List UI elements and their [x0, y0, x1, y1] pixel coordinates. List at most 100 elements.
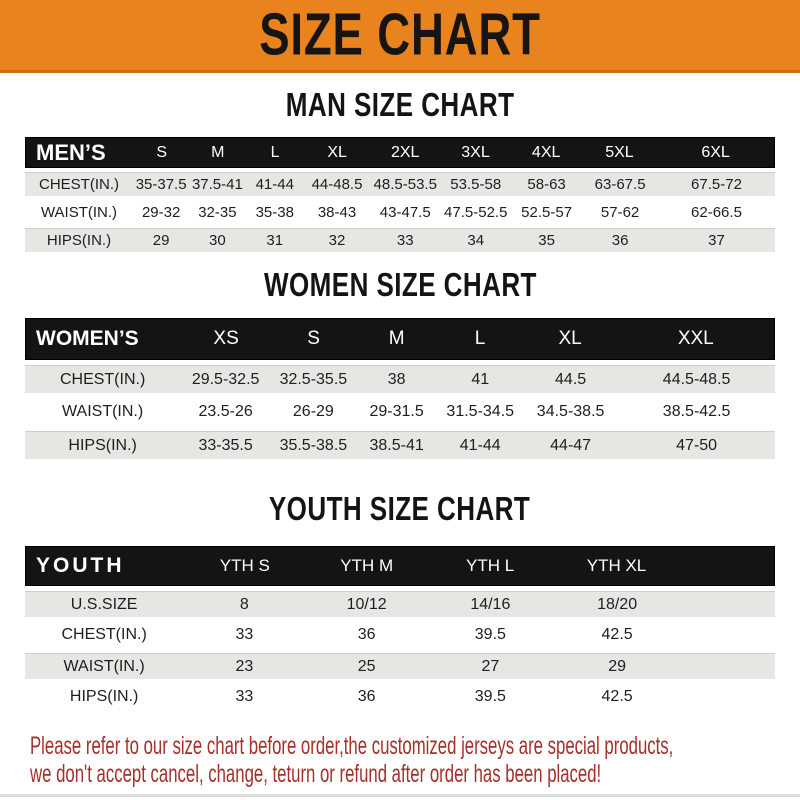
value-cell: 36: [357, 688, 376, 705]
row-label-cell: WAIST(IN.): [62, 403, 144, 420]
value-cell: 39.5: [474, 626, 506, 643]
women-size-xl: XL: [558, 328, 582, 349]
row-label-cell: HIPS(IN.): [68, 436, 137, 454]
men-waist-row: WAIST(IN.) 29-32 32-35 35-38 38-43 43-47…: [25, 200, 775, 224]
men-size-xl: XL: [327, 143, 347, 161]
youth-header-label: YOUTH: [36, 554, 125, 577]
youth-hips-row: HIPS(IN.) 33 36 39.5 42.5: [25, 684, 775, 710]
men-size-3xl: 3XL: [461, 143, 490, 161]
women-size-xxl: XXL: [677, 328, 714, 349]
value-cell: 29.5-32.5: [191, 370, 260, 388]
value-cell: 44.5-48.5: [662, 370, 731, 388]
value-cell: 32-35: [198, 203, 237, 221]
value-cell: 32: [328, 232, 346, 249]
men-header-label: MEN’S: [36, 139, 106, 165]
value-cell: 38.5-42.5: [662, 403, 731, 420]
row-label-cell: WAIST(IN.): [40, 203, 118, 221]
value-cell: 58-63: [527, 176, 566, 193]
value-cell: 35-38: [255, 203, 294, 221]
value-cell: 53.5-58: [450, 176, 502, 193]
value-cell: 29: [152, 232, 170, 249]
value-cell: 47.5-52.5: [444, 203, 508, 221]
value-cell: 38-43: [317, 203, 357, 221]
women-section-heading: WOMEN SIZE CHART: [0, 265, 800, 304]
value-cell: 63-67.5: [594, 176, 646, 193]
page-title: SIZE CHART: [259, 1, 541, 68]
value-cell: 35: [538, 232, 555, 249]
value-cell: 34: [467, 232, 485, 249]
men-hips-row: HIPS(IN.) 29 30 31 32 33 34 35 36 37: [25, 228, 775, 252]
value-cell: 43-47.5: [379, 203, 431, 221]
value-cell: 42.5: [601, 688, 633, 705]
value-cell: 38: [387, 370, 406, 388]
disclaimer-line-1: Please refer to our size chart before or…: [30, 732, 674, 760]
value-cell: 29-32: [141, 203, 181, 221]
row-label-cell: CHEST(IN.): [61, 626, 147, 643]
value-cell: 62-66.5: [691, 203, 742, 221]
value-cell: 31: [266, 232, 284, 249]
value-cell: 37.5-41: [191, 176, 243, 193]
value-cell: 41-44: [459, 436, 501, 454]
youth-ussize-row: U.S.SIZE 8 10/12 14/16 18/20: [25, 591, 775, 617]
value-cell: 32.5-35.5: [279, 370, 348, 388]
youth-chest-row: CHEST(IN.) 33 36 39.5 42.5: [25, 622, 775, 648]
row-label-cell: CHEST(IN.): [39, 176, 119, 193]
women-size-l: L: [474, 328, 486, 349]
value-cell: 41: [471, 370, 490, 388]
women-size-table: WOMEN’S XS S M L XL XXL CHEST(IN.) 29.5-…: [25, 318, 775, 459]
value-cell: 42.5: [601, 626, 633, 643]
men-heading-text: MAN SIZE CHART: [285, 85, 515, 124]
youth-waist-row: WAIST(IN.) 23 25 27 29: [25, 653, 775, 679]
value-cell: 67.5-72: [691, 176, 742, 193]
value-cell: 30: [209, 232, 226, 249]
value-cell: 29: [608, 657, 626, 675]
value-cell: 33: [396, 232, 414, 249]
value-cell: 8: [239, 595, 249, 613]
disclaimer-line-2: we don't accept cancel, change, teturn o…: [30, 760, 602, 788]
women-size-xs: XS: [213, 328, 239, 349]
value-cell: 41-44: [255, 176, 294, 193]
value-cell: 57-62: [600, 203, 640, 221]
value-cell: 26-29: [292, 403, 334, 420]
value-cell: 44-48.5: [311, 176, 363, 193]
value-cell: 33: [235, 688, 254, 705]
women-hips-row: HIPS(IN.) 33-35.5 35.5-38.5 38.5-41 41-4…: [25, 431, 775, 459]
value-cell: 23: [235, 657, 254, 675]
youth-size-table: YOUTH YTH S YTH M YTH L YTH XL U.S.SIZE …: [25, 546, 775, 710]
value-cell: 48.5-53.5: [373, 176, 437, 193]
women-table-header: WOMEN’S XS S M L XL XXL: [25, 318, 775, 360]
banner: SIZE CHART: [0, 0, 800, 73]
women-heading-text: WOMEN SIZE CHART: [263, 265, 537, 304]
men-section-heading: MAN SIZE CHART: [0, 85, 800, 124]
value-cell: 33: [235, 626, 254, 643]
value-cell: 29-31.5: [369, 403, 424, 420]
value-cell: 44.5: [555, 370, 587, 388]
value-cell: 10/12: [346, 595, 387, 613]
value-cell: 47-50: [676, 436, 718, 454]
row-label-cell: HIPS(IN.): [46, 232, 112, 249]
men-chest-row: CHEST(IN.) 35-37.5 37.5-41 41-44 44-48.5…: [25, 172, 775, 196]
women-chest-row: CHEST(IN.) 29.5-32.5 32.5-35.5 38 41 44.…: [25, 365, 775, 393]
men-size-m: M: [211, 143, 225, 161]
row-label-cell: U.S.SIZE: [70, 595, 138, 613]
bottom-divider: [0, 794, 800, 797]
value-cell: 27: [481, 657, 500, 675]
men-size-s: S: [156, 143, 168, 161]
youth-section-heading: YOUTH SIZE CHART: [0, 490, 800, 527]
women-size-m: M: [388, 328, 405, 349]
men-size-6xl: 6XL: [701, 143, 730, 161]
men-size-5xl: 5XL: [605, 143, 634, 161]
youth-size-xl: YTH XL: [586, 556, 647, 575]
women-header-label: WOMEN’S: [36, 327, 139, 350]
women-size-s: S: [307, 328, 320, 349]
value-cell: 35-37.5: [135, 176, 187, 193]
youth-size-l: YTH L: [466, 556, 515, 575]
youth-size-m: YTH M: [340, 556, 394, 575]
value-cell: 18/20: [597, 595, 638, 613]
value-cell: 31.5-34.5: [446, 403, 515, 420]
value-cell: 44-47: [550, 436, 592, 454]
value-cell: 39.5: [474, 688, 506, 705]
youth-table-header: YOUTH YTH S YTH M YTH L YTH XL: [25, 546, 775, 586]
value-cell: 35.5-38.5: [279, 436, 348, 454]
